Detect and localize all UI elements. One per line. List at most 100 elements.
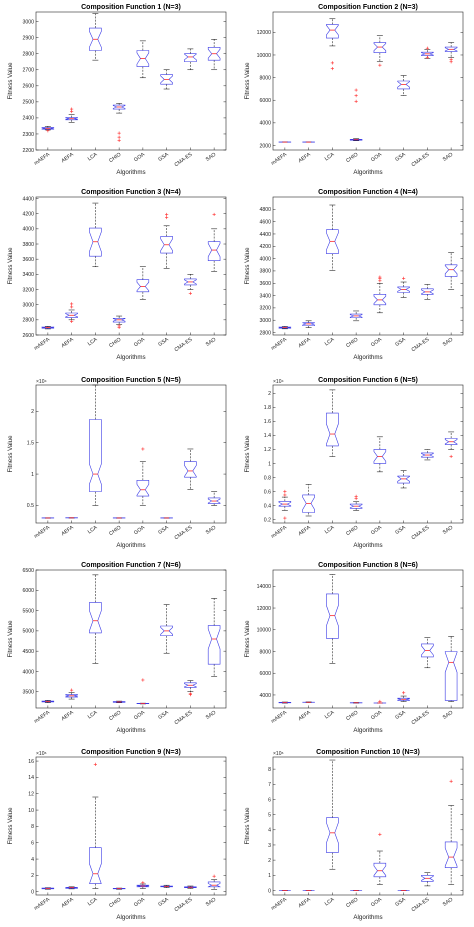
plot-area xyxy=(35,384,227,524)
x-tick-label: AEFA xyxy=(60,524,75,537)
y-tick-label: 2500 xyxy=(22,100,34,106)
y-tick-label: 0.2 xyxy=(264,517,271,523)
box-body xyxy=(65,312,78,318)
y-tick-label: 2600 xyxy=(22,333,34,339)
box-CMA-ES xyxy=(184,448,197,491)
y-tick-label: 2600 xyxy=(22,84,34,90)
box-LCA xyxy=(326,574,339,664)
chart-panel-10: Composition Function 10 (N=3) 0 1 2 3 4 5 6 7 8 ×1… xyxy=(244,749,464,921)
y-axis-label: Fitness Value xyxy=(244,807,251,845)
x-tick-label: mAEFA xyxy=(33,336,51,351)
chart-title: Composition Function 3 (N=4) xyxy=(81,189,181,196)
box-body xyxy=(89,419,102,492)
box-body xyxy=(160,74,173,85)
box-AEFA xyxy=(65,886,78,890)
y-tick-label: 6 xyxy=(31,841,34,847)
box-body xyxy=(184,278,197,286)
x-tick-label: LCA xyxy=(87,709,99,720)
x-tick-label: CMA-ES xyxy=(174,336,194,353)
x-tick-label: CHIO xyxy=(345,152,359,164)
box-CMA-ES xyxy=(421,637,434,669)
y-tick-label: 2000 xyxy=(259,143,271,149)
box-body xyxy=(326,593,339,639)
y-tick-label: 4000 xyxy=(259,121,271,127)
box-body xyxy=(65,694,78,698)
box-body xyxy=(421,874,434,882)
box-body xyxy=(136,279,150,293)
box-body xyxy=(421,643,434,658)
x-axis-label: Algorithms xyxy=(116,914,145,921)
x-tick-label: GOA xyxy=(370,524,383,536)
box-CHIO xyxy=(112,700,126,703)
box-body xyxy=(207,881,221,888)
box-GOA xyxy=(136,40,150,79)
x-tick-label: GOA xyxy=(370,896,383,908)
plot-area xyxy=(272,384,464,524)
box-SAO xyxy=(207,212,221,272)
box-mAEFA xyxy=(278,489,292,520)
x-tick-label: SAO xyxy=(442,897,454,908)
box-AEFA xyxy=(65,302,78,323)
y-tick-label: 2700 xyxy=(22,68,34,74)
y-tick-label: 1.8 xyxy=(264,405,271,411)
box-body xyxy=(112,887,126,890)
outlier-marker xyxy=(212,874,216,878)
y-tick-label: 10000 xyxy=(257,53,272,59)
y-tick-label: 1.4 xyxy=(264,433,271,439)
box-AEFA xyxy=(65,688,78,700)
x-tick-label: CMA-ES xyxy=(174,709,194,726)
x-tick-label: CHIO xyxy=(108,710,122,722)
x-tick-label: GSA xyxy=(394,151,407,163)
chart-panel-9: Composition Function 9 (N=3) 0 2 4 6 8 10 12 14 1… xyxy=(7,749,227,921)
y-tick-label: 10000 xyxy=(257,628,272,634)
y-axis-label: Fitness Value xyxy=(244,620,251,658)
y-tick-label: 2200 xyxy=(22,148,34,154)
y-tick-label: 6000 xyxy=(259,671,271,677)
outlier-marker xyxy=(330,66,334,71)
chart-title: Composition Function 6 (N=5) xyxy=(318,377,418,384)
box-SAO xyxy=(444,431,458,459)
box-LCA xyxy=(89,384,102,506)
x-tick-label: LCA xyxy=(87,896,99,907)
y-tick-label: 1 xyxy=(268,873,271,879)
box-SAO xyxy=(444,779,458,885)
plot-area xyxy=(272,11,464,151)
chart-panel-4: Composition Function 4 (N=4) 2800 3000 3200… xyxy=(244,189,464,361)
box-body xyxy=(373,42,387,54)
outlier-marker xyxy=(354,88,358,92)
y-axis-label: Fitness Value xyxy=(7,620,14,658)
x-tick-label: LCA xyxy=(324,524,336,535)
chart-title: Composition Function 2 (N=3) xyxy=(318,4,418,11)
x-tick-label: SAO xyxy=(205,897,217,908)
chart-panel-8: Composition Function 8 (N=6) 4000 6000 8000… xyxy=(244,562,464,734)
x-tick-label: CMA-ES xyxy=(411,336,431,353)
x-tick-label: LCA xyxy=(324,336,336,347)
box-body xyxy=(89,602,102,634)
x-tick-label: GSA xyxy=(394,524,407,536)
box-GOA xyxy=(136,881,150,889)
box-SAO xyxy=(207,874,221,890)
box-mAEFA xyxy=(41,126,55,133)
x-tick-label: GSA xyxy=(394,709,407,721)
x-tick-label: AEFA xyxy=(297,896,312,909)
x-tick-label: AEFA xyxy=(60,896,75,909)
x-tick-label: GOA xyxy=(370,151,383,163)
plot-area xyxy=(35,756,227,896)
chart-panel-6: Composition Function 6 (N=5) 0.2 0.4 0.6 0.8… xyxy=(244,377,464,549)
x-tick-label: CHIO xyxy=(345,710,359,722)
plot-area xyxy=(272,196,464,336)
box-GOA xyxy=(373,436,387,473)
y-tick-label: 1.5 xyxy=(27,441,34,447)
y-tick-label: 4000 xyxy=(22,669,34,675)
x-tick-label: GSA xyxy=(157,524,170,536)
y-tick-label: 0.6 xyxy=(264,489,271,495)
y-tick-label: 6000 xyxy=(259,98,271,104)
y-tick-label: 1.2 xyxy=(264,447,271,453)
box-body xyxy=(444,437,458,445)
x-tick-label: CHIO xyxy=(108,525,122,537)
box-GOA xyxy=(373,832,387,885)
chart-title: Composition Function 1 (N=3) xyxy=(81,4,181,11)
chart-panel-2: Composition Function 2 (N=3) 2000 4000 6000… xyxy=(244,4,464,176)
y-tick-label: 3400 xyxy=(22,272,34,278)
outlier-marker xyxy=(402,691,406,695)
